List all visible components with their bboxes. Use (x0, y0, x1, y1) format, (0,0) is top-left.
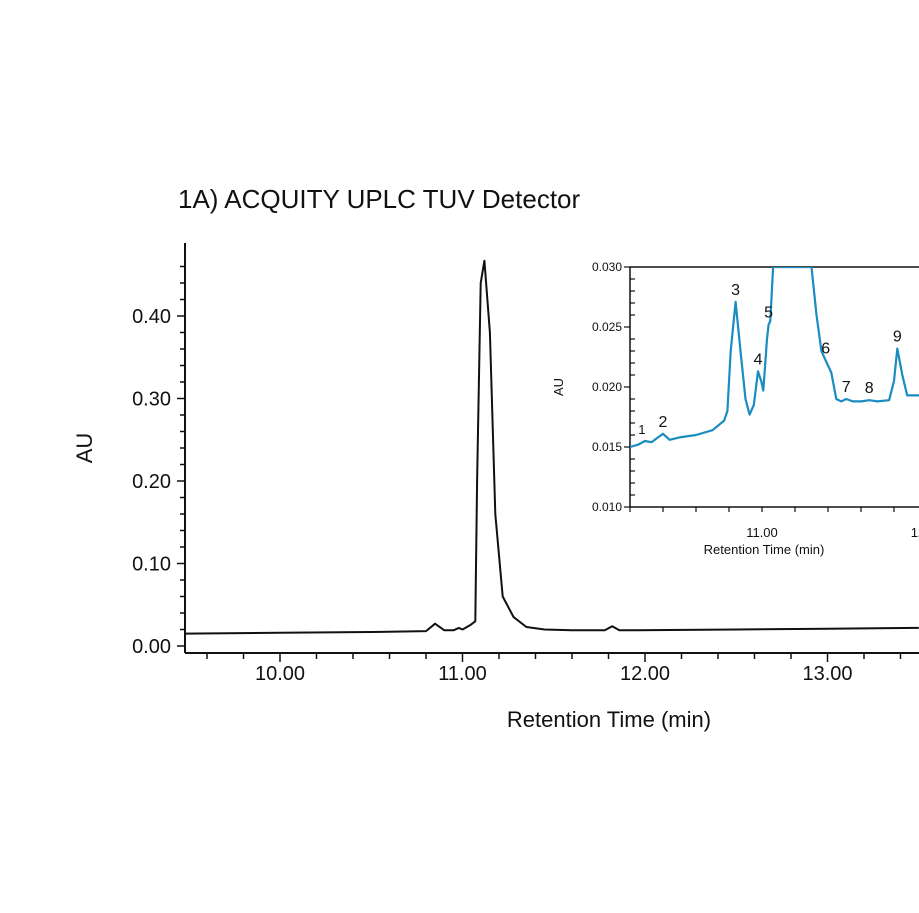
peak-label-1: 1 (638, 422, 645, 437)
y-tick-label: 0.10 (132, 554, 171, 576)
peak-label-9: 9 (893, 329, 902, 346)
inset-frame (629, 266, 919, 508)
y-tick-label: 0.40 (132, 306, 171, 328)
x-tick-label: 11.00 (438, 663, 487, 685)
y-tick-label: 0.20 (132, 471, 171, 493)
peak-label-8: 8 (865, 380, 874, 397)
inset-y-axis-label: AU (551, 378, 566, 396)
main-y-axis-label: AU (72, 433, 97, 464)
main-x-axis-label: Retention Time (min) (507, 707, 711, 732)
x-tick-label: 10.00 (255, 663, 305, 685)
inset-y-tick-label: 0.030 (592, 260, 622, 274)
main-trace (185, 259, 919, 635)
main-plot: 0.00 0.10 0.20 0.30 0.40 10.00 11.00 12.00 13.00 (132, 243, 919, 685)
peak-label-7: 7 (842, 379, 851, 396)
y-tick-label: 0.30 (132, 389, 171, 411)
inset-y-tick-label: 0.010 (592, 500, 622, 514)
inset-trace (630, 267, 919, 449)
inset-y-tick-label: 0.015 (592, 440, 622, 454)
inset-x-tick-label: 11.00 (746, 525, 778, 540)
peak-label-2: 2 (659, 414, 668, 431)
inset-y-tick-label: 0.020 (592, 380, 622, 394)
x-tick-label: 13.00 (802, 663, 852, 685)
inset-plot: 0.010 0.015 0.020 0.025 0.030 11.00 12.00 12 3 4 5… (592, 260, 919, 540)
inset-x-tick-label: 12.00 (911, 525, 919, 540)
y-tick-label: 0.00 (132, 636, 171, 658)
peak-label-4: 4 (754, 351, 763, 368)
inset-x-axis-label: Retention Time (min) (704, 542, 825, 557)
x-tick-label: 12.00 (620, 663, 670, 685)
peak-label-5: 5 (764, 305, 773, 322)
inset-y-tick-label: 0.025 (592, 320, 622, 334)
chart-title: 1A) ACQUITY UPLC TUV Detector (178, 184, 581, 214)
peak-label-3: 3 (731, 282, 740, 299)
peak-label-6: 6 (821, 341, 830, 358)
